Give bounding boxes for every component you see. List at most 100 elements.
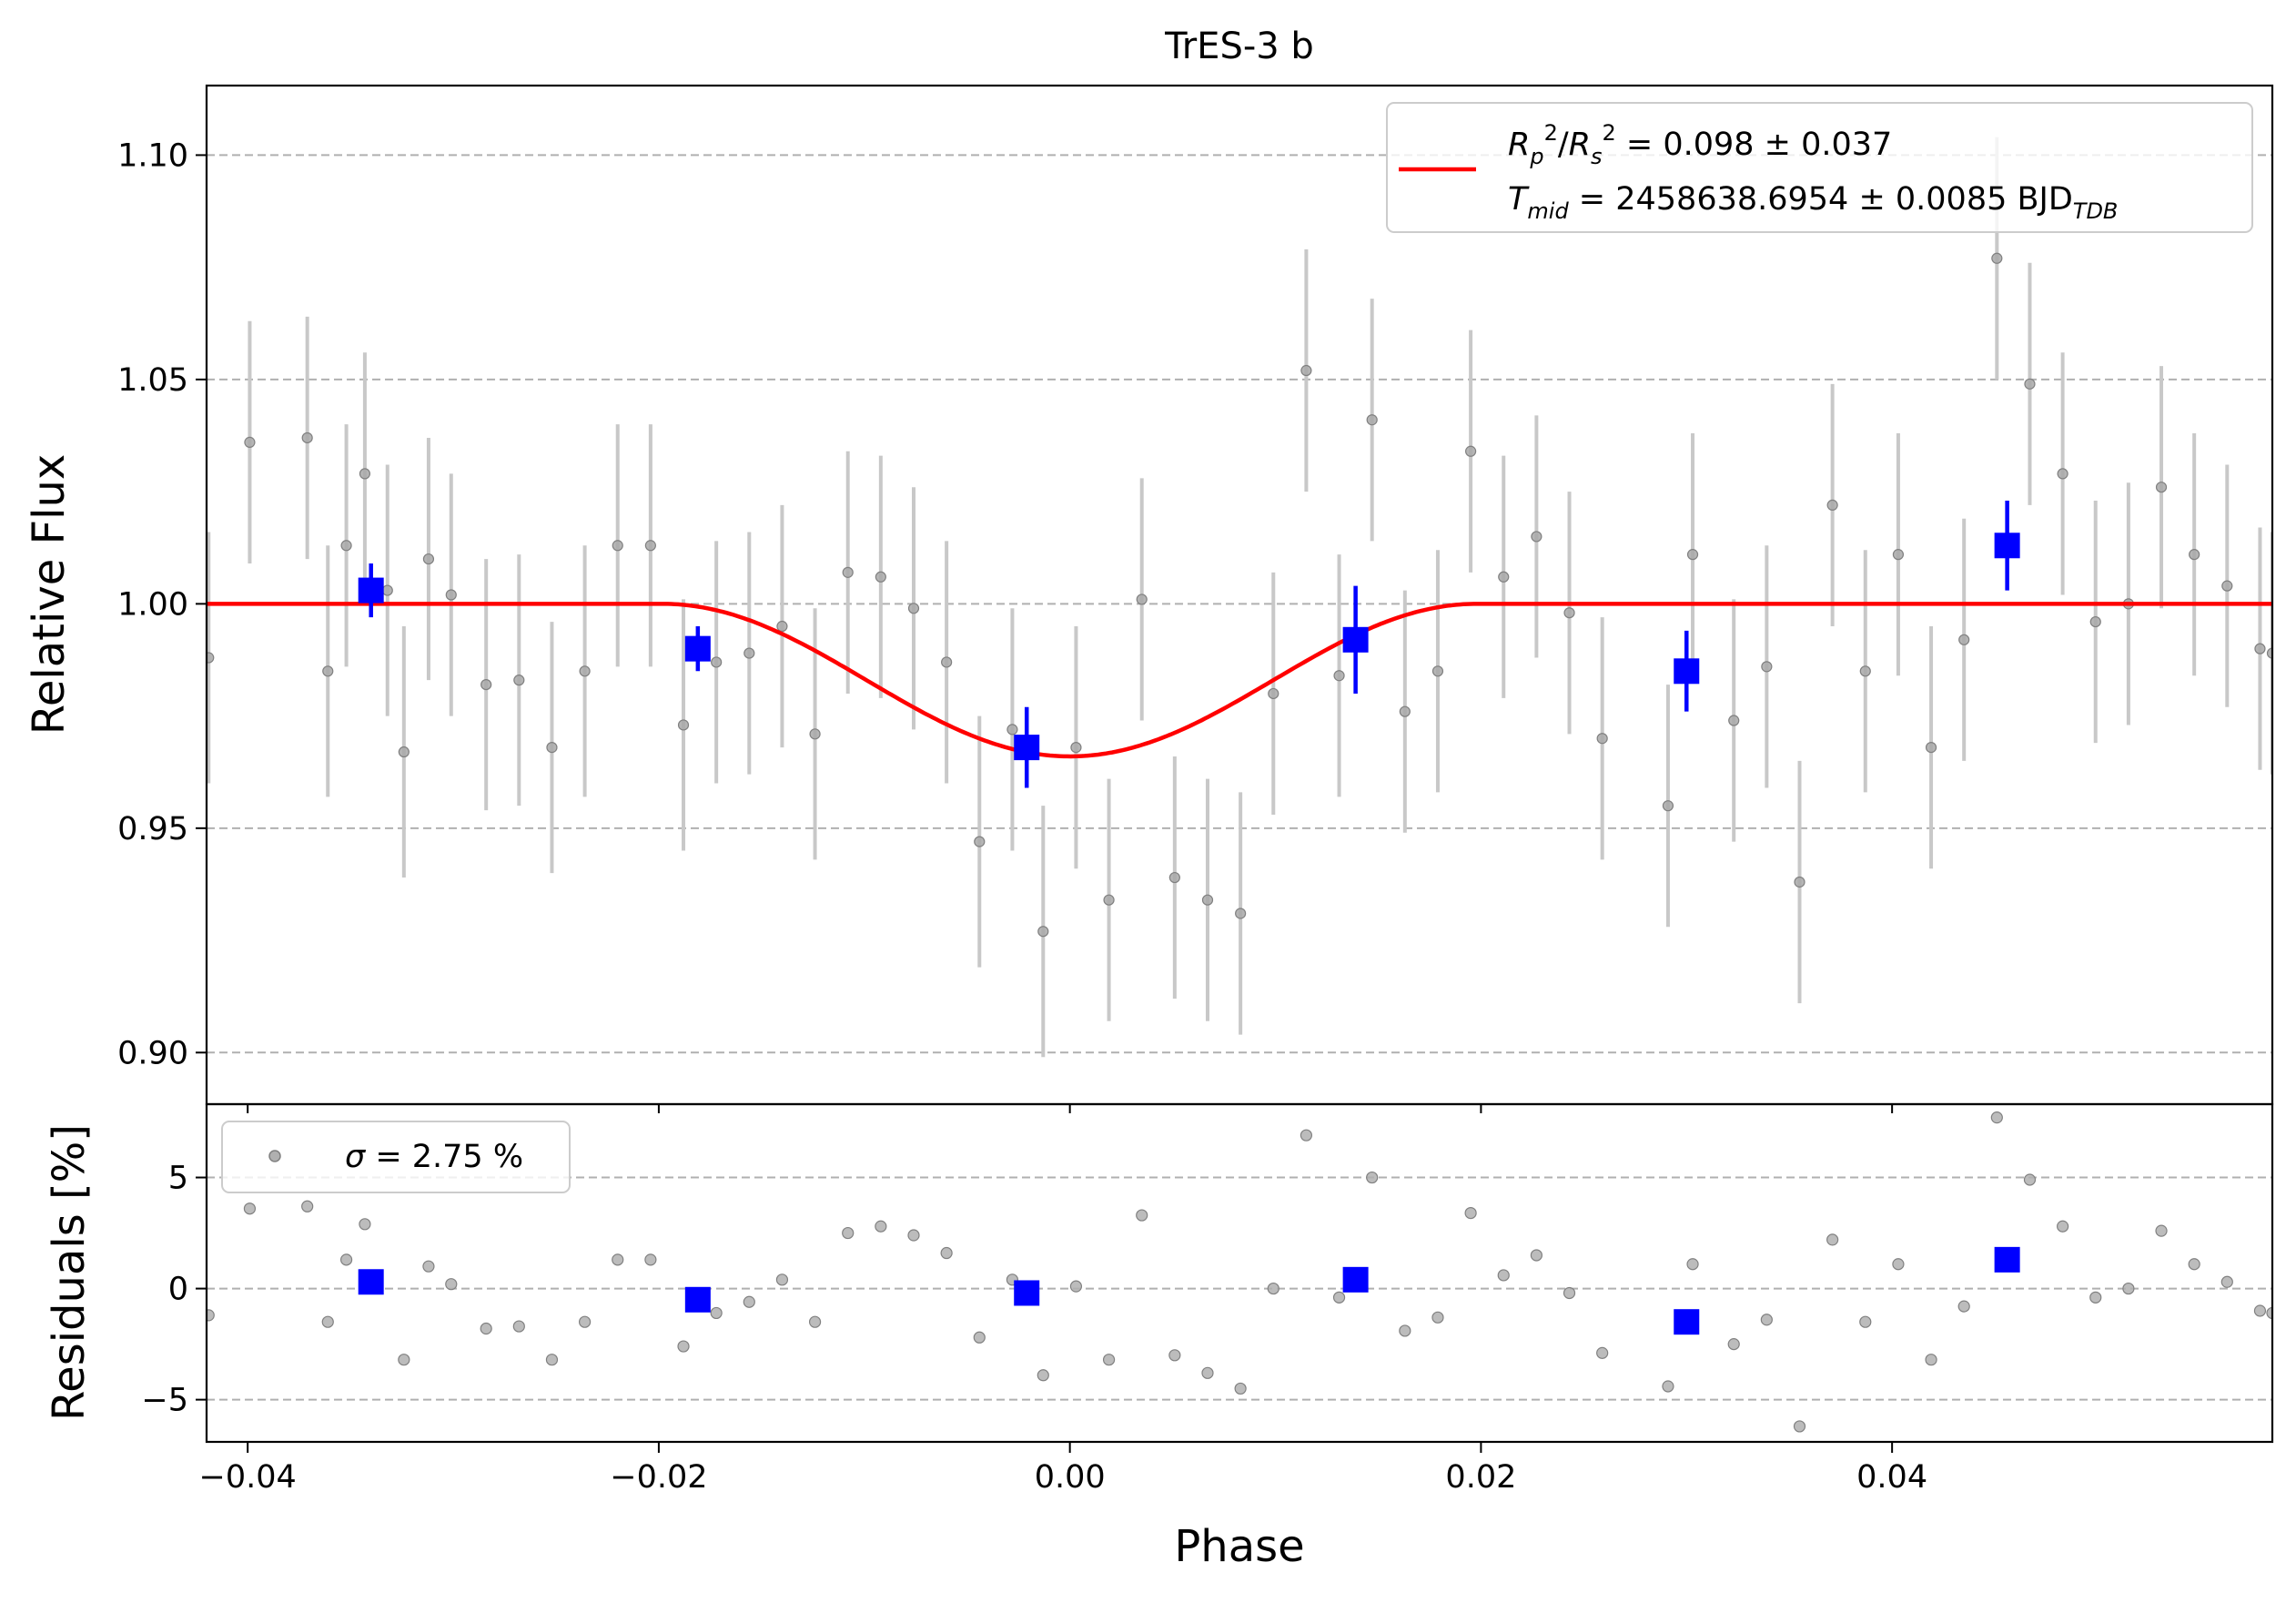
residual-point — [301, 1200, 314, 1212]
residual-point — [644, 1253, 657, 1266]
residual-point — [1267, 1282, 1279, 1295]
bottom-y-tick-label: 5 — [168, 1161, 188, 1197]
raw-point — [1531, 531, 1542, 543]
x-tick-label: −0.02 — [610, 1459, 707, 1496]
residual-point — [2266, 1306, 2272, 1320]
x-tick-label: 0.04 — [1856, 1459, 1927, 1496]
residual-point — [973, 1331, 986, 1344]
residual-point — [1793, 1420, 1806, 1433]
residual-point — [1234, 1382, 1247, 1395]
residual-point — [1760, 1314, 1773, 1326]
raw-point — [907, 603, 920, 614]
raw-point — [1563, 607, 1575, 619]
top-y-tick-label: 0.90 — [117, 1035, 188, 1071]
raw-point — [677, 719, 690, 731]
binned-point — [684, 635, 711, 662]
residual-point — [512, 1320, 525, 1333]
raw-point — [513, 675, 525, 686]
raw-point — [322, 665, 334, 677]
top-y-tick-label: 1.05 — [117, 362, 188, 399]
bottom-panel-grid — [207, 1176, 2272, 1401]
residual-point — [422, 1260, 435, 1273]
residual-point — [1069, 1280, 1083, 1293]
residual-point — [1859, 1315, 1872, 1328]
top-legend: Rp2/Rs2 = 0.098 ± 0.037 Tmid = 2458638.6… — [1386, 102, 2253, 233]
raw-point — [1333, 670, 1345, 682]
bottom-y-tick-label: 0 — [168, 1272, 188, 1308]
raw-point — [1431, 665, 1444, 677]
top-y-tick-label: 1.10 — [117, 137, 188, 174]
binned-point — [1014, 735, 1040, 761]
residual-point — [1037, 1369, 1049, 1382]
chart-title: TrES-3 b — [1164, 25, 1314, 67]
transit-model-curve — [207, 602, 2272, 759]
raw-point — [359, 468, 371, 480]
bottom-y-axis-label: Residuals [%] — [44, 1124, 95, 1421]
residual-point — [445, 1278, 458, 1291]
raw-point — [1235, 908, 1247, 919]
residual-point — [1826, 1233, 1839, 1246]
x-tick-label: −0.04 — [199, 1459, 297, 1496]
raw-point — [480, 678, 492, 691]
raw-point — [340, 540, 352, 552]
residual-point — [808, 1315, 822, 1328]
raw-point — [301, 431, 313, 444]
x-axis-label: Phase — [1174, 1521, 1304, 1572]
top-panel-marks — [207, 137, 2272, 1058]
raw-point — [644, 540, 656, 552]
residual-point — [1332, 1291, 1346, 1304]
raw-point — [1686, 549, 1699, 561]
top-panel-y-ticks: 0.90 0.95 1.00 1.05 1.10 — [117, 137, 1894, 1113]
raw-point — [1465, 445, 1477, 457]
top-y-tick-label: 1.00 — [117, 586, 188, 623]
binned-residual-point — [358, 1269, 384, 1295]
raw-point — [2266, 647, 2272, 659]
residual-point — [2023, 1173, 2037, 1186]
raw-point — [776, 620, 788, 633]
residual-point — [1662, 1380, 1674, 1393]
raw-point — [1794, 876, 1805, 888]
residual-point — [2122, 1282, 2135, 1295]
raw-point — [1761, 661, 1773, 673]
raw-point — [398, 746, 410, 758]
legend-mid-transit-time: Tmid = 2458638.6954 ± 0.0085 BJDTDB — [1508, 181, 2118, 224]
raw-point — [1136, 594, 1148, 605]
residual-point — [545, 1354, 559, 1366]
raw-point — [1070, 742, 1082, 754]
bottom-panel-y-ticks: −5 0 5 — [141, 1161, 207, 1419]
raw-point — [1958, 634, 1970, 645]
raw-point — [1399, 705, 1411, 717]
x-tick-label: 0.02 — [1445, 1459, 1516, 1496]
residual-point — [2188, 1258, 2200, 1271]
raw-point — [809, 728, 821, 740]
raw-point — [2024, 378, 2036, 390]
residual-point — [842, 1226, 855, 1240]
residual-point — [677, 1340, 690, 1353]
raw-point — [743, 647, 755, 659]
residual-point — [775, 1273, 789, 1286]
bottom-panel-x-ticks: −0.04 −0.02 0.00 0.02 0.04 — [199, 1442, 1927, 1496]
raw-point — [1925, 742, 1937, 754]
residual-point — [2155, 1224, 2168, 1237]
residual-point — [1464, 1206, 1477, 1220]
raw-point — [2057, 468, 2068, 480]
raw-point — [1991, 252, 2003, 264]
raw-point — [1037, 926, 1049, 938]
binned-residual-point — [684, 1286, 711, 1313]
binned-residual-point — [1342, 1266, 1369, 1293]
raw-point — [2221, 580, 2233, 592]
residual-point — [1431, 1311, 1444, 1324]
residual-point — [2089, 1291, 2102, 1304]
top-y-axis-label: Relative Flux — [24, 454, 75, 736]
raw-point — [244, 436, 256, 448]
residual-point — [612, 1253, 624, 1266]
raw-point — [1662, 800, 1674, 812]
raw-point — [422, 553, 435, 565]
residual-point — [579, 1315, 592, 1328]
residual-point — [207, 1309, 215, 1322]
residual-point — [1136, 1209, 1148, 1222]
binned-point — [1342, 626, 1369, 653]
raw-point — [842, 566, 854, 578]
raw-point — [1006, 724, 1018, 736]
raw-point — [2155, 482, 2168, 493]
